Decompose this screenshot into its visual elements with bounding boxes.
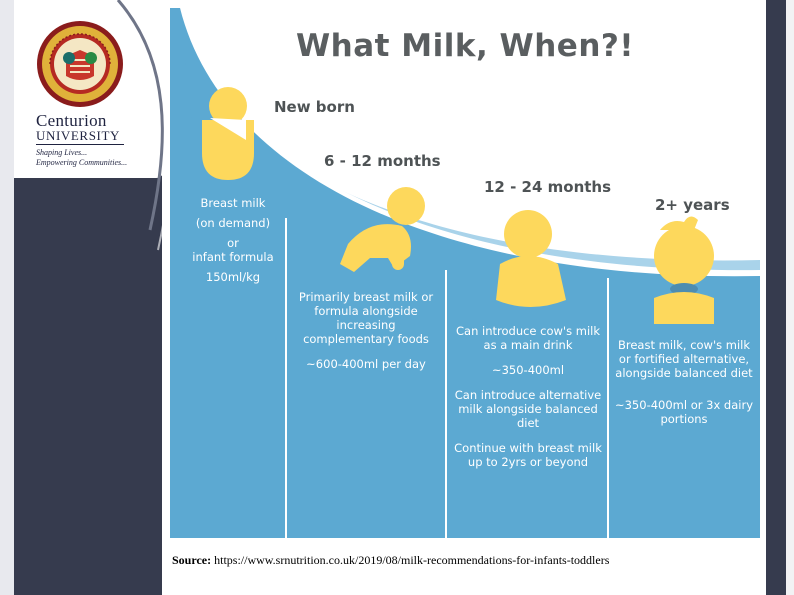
six-twelve-line-1: Primarily breast milk or formula alongsi… — [298, 290, 434, 346]
stage-label-2-plus: 2+ years — [655, 196, 730, 214]
sidebar-curve-highlight — [127, 0, 173, 251]
brand-name: Centurion — [36, 111, 107, 130]
newborn-line-3: or — [227, 236, 239, 250]
newborn-recommendation: Breast milk (on demand) or infant formul… — [182, 196, 284, 284]
twelve-twentyfour-line-1: Can introduce cow's milk as a main drink — [456, 324, 600, 352]
stage-label-12-24: 12 - 24 months — [484, 178, 612, 196]
twelve-twentyfour-recommendation: Can introduce cow's milk as a main drink… — [452, 324, 604, 480]
blue-left-edge — [170, 8, 192, 118]
right-edge-strip — [786, 0, 794, 595]
two-plus-line-1: Breast milk, cow's milk or fortified alt… — [615, 338, 753, 380]
child-icon — [654, 216, 714, 324]
crawling-baby-icon — [340, 187, 425, 272]
infographic-graphics — [170, 8, 760, 538]
brand-tagline-1: Shaping Lives... — [36, 148, 88, 157]
source-url[interactable]: https://www.srnutrition.co.uk/2019/08/mi… — [214, 553, 610, 567]
brand-divider — [36, 144, 124, 145]
brand-university: UNIVERSITY — [36, 128, 120, 143]
source-label: Source: — [172, 553, 212, 567]
infographic-title: What Milk, When?! — [295, 28, 635, 64]
newborn-line-5: 150ml/kg — [205, 270, 261, 284]
newborn-baby-icon — [202, 87, 254, 180]
right-sidebar-strip — [766, 0, 786, 595]
sitting-toddler-icon — [496, 210, 566, 307]
blue-wave — [170, 8, 760, 538]
university-seal-logo — [37, 21, 123, 107]
source-citation: Source: https://www.srnutrition.co.uk/20… — [172, 553, 609, 568]
newborn-line-2: (on demand) — [195, 216, 271, 230]
twelve-twentyfour-line-2: ~350-400ml — [491, 363, 565, 377]
two-plus-line-2: ~350-400ml or 3x dairy portions — [614, 398, 753, 426]
left-edge-strip — [0, 0, 14, 595]
two-plus-recommendation: Breast milk, cow's milk or fortified alt… — [614, 338, 754, 437]
stage-label-newborn: New born — [274, 98, 355, 116]
stage-label-6-12: 6 - 12 months — [324, 152, 441, 170]
six-twelve-line-2: ~600-400ml per day — [306, 357, 426, 371]
twelve-twentyfour-line-3: Can introduce alternative milk alongside… — [454, 388, 602, 430]
newborn-line-1: Breast milk — [200, 196, 266, 210]
milk-infographic: What Milk, When?! New born 6 - 12 months… — [170, 8, 760, 538]
six-twelve-recommendation: Primarily breast milk or formula alongsi… — [290, 290, 442, 382]
twelve-twentyfour-line-4: Continue with breast milk up to 2yrs or … — [454, 441, 602, 469]
sidebar-curve-line — [116, 0, 164, 231]
newborn-line-4: infant formula — [192, 250, 274, 264]
brand-tagline-2: Empowering Communities... — [36, 158, 128, 167]
